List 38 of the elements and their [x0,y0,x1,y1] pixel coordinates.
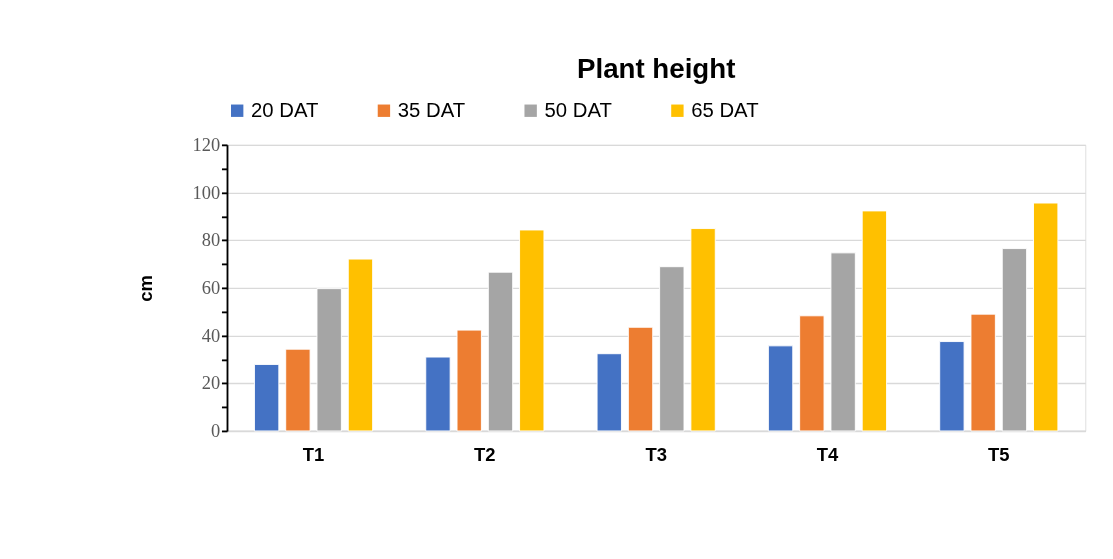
legend-label: 65 DAT [691,99,759,122]
x-tick-label: T5 [988,443,1010,465]
bar [456,329,482,432]
bar [425,356,451,432]
y-tick-label: 60 [201,277,221,298]
legend-label: 20 DAT [251,99,319,122]
y-tick-label: 80 [201,230,221,251]
bar [596,353,622,432]
bar [799,315,825,432]
y-tick-label: 20 [201,373,221,394]
bar [767,345,794,432]
legend-label: 35 DAT [397,99,466,122]
bar [690,228,716,432]
y-axis-title: cm [134,275,156,302]
bar [519,229,545,432]
x-tick-label: T3 [645,443,667,465]
bar [285,348,311,432]
bar [659,266,685,432]
bar [830,252,856,432]
y-tick-label: 100 [192,182,221,203]
y-tick-label: 40 [201,325,221,346]
bar [347,258,374,432]
legend-label: 50 DAT [544,99,612,122]
bar [253,363,280,432]
bar [627,326,654,432]
x-tick-label: T4 [816,443,839,465]
bar [1001,248,1028,432]
chart-title: Plant height [577,53,736,85]
y-tick-label: 0 [210,420,221,441]
bar [939,341,965,432]
bar [970,313,996,432]
x-tick-label: T2 [474,443,496,465]
bar [487,271,514,432]
bar [861,210,888,432]
x-tick-label: T1 [302,443,325,465]
y-tick-label: 120 [192,134,221,155]
bar [316,288,342,432]
bar [1033,202,1059,432]
